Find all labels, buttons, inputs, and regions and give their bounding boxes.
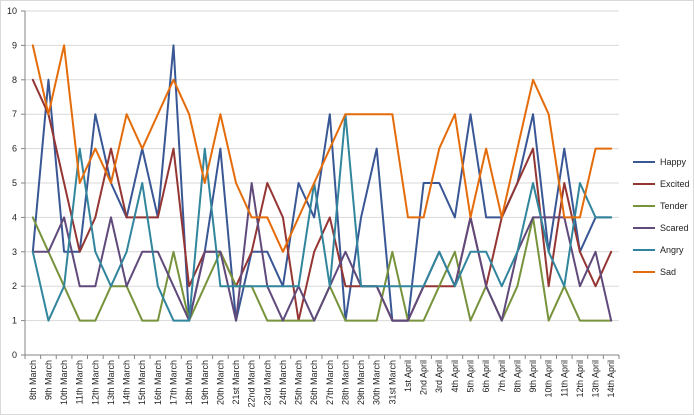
x-tick-label: 21st March — [231, 360, 241, 405]
x-tick-label: 29th March — [356, 360, 366, 405]
x-tick-label: 2nd April — [419, 360, 429, 395]
y-tick-label: 10 — [7, 6, 17, 16]
x-tick-label: 15th March — [137, 360, 147, 405]
x-tick-label: 27th March — [325, 360, 335, 405]
y-tick-label: 6 — [12, 144, 17, 154]
x-tick-label: 11th March — [75, 360, 85, 404]
x-tick-label: 13th April — [591, 360, 601, 398]
y-tick-label: 3 — [12, 247, 17, 257]
y-tick-label: 1 — [12, 316, 17, 326]
x-tick-label: 8th April — [512, 360, 522, 393]
x-tick-label: 9th April — [528, 360, 538, 393]
x-tick-label: 8th March — [28, 360, 38, 400]
x-tick-label: 10th April — [544, 360, 554, 398]
y-tick-label: 0 — [12, 350, 17, 360]
legend-label-tender: Tender — [660, 201, 688, 211]
legend-label-scared: Scared — [660, 223, 689, 233]
x-tick-label: 14th April — [606, 360, 616, 398]
x-tick-label: 1st April — [403, 360, 413, 392]
x-tick-label: 18th March — [184, 360, 194, 405]
x-tick-label: 20th March — [215, 360, 225, 405]
y-tick-label: 5 — [12, 178, 17, 188]
y-tick-label: 2 — [12, 281, 17, 291]
x-tick-label: 5th April — [466, 360, 476, 393]
y-tick-label: 8 — [12, 75, 17, 85]
x-tick-label: 23rd March — [262, 360, 272, 406]
x-axis-ticks: 8th March 9th March 10th March 11th March 12… — [24, 355, 620, 408]
x-tick-label: 16th March — [153, 360, 163, 405]
x-tick-label: 3rd April — [434, 360, 444, 393]
series-line-sad — [31, 44, 613, 253]
x-tick-label: 11th April — [559, 360, 569, 397]
series-line-angry — [31, 113, 613, 322]
x-tick-label: 25th March — [294, 360, 304, 405]
x-tick-label: 24th March — [278, 360, 288, 405]
legend-label-sad: Sad — [660, 267, 676, 277]
x-tick-label: 19th March — [200, 360, 210, 405]
x-tick-label: 12th April — [575, 360, 585, 398]
x-tick-label: 6th April — [481, 360, 491, 393]
legend-label-angry: Angry — [660, 245, 684, 255]
y-tick-label: 9 — [12, 40, 17, 50]
x-tick-label: 30th March — [372, 360, 382, 405]
x-tick-label: 22nd March — [247, 360, 257, 408]
series-line-scared — [31, 182, 613, 322]
x-tick-label: 14th March — [122, 360, 132, 405]
x-tick-label: 26th March — [309, 360, 319, 405]
x-tick-label: 17th March — [169, 360, 179, 405]
series-lines — [31, 44, 613, 322]
y-tick-label: 7 — [12, 109, 17, 119]
x-tick-label: 10th March — [59, 360, 69, 405]
x-tick-label: 9th March — [43, 360, 53, 400]
x-tick-label: 4th April — [450, 360, 460, 393]
x-tick-label: 31st March — [387, 360, 397, 405]
x-tick-label: 13th March — [106, 360, 116, 405]
x-tick-label: 12th March — [90, 360, 100, 405]
legend-label-excited: Excited — [660, 179, 690, 189]
x-tick-label: 7th April — [497, 360, 507, 393]
x-tick-label: 28th March — [340, 360, 350, 405]
legend-label-happy: Happy — [660, 157, 687, 167]
legend: Happy Excited Tender Scared Angry Sad — [633, 157, 690, 277]
y-tick-label: 4 — [12, 212, 17, 222]
y-axis-ticks: 0 1 2 3 4 5 6 7 8 9 10 — [7, 6, 25, 360]
